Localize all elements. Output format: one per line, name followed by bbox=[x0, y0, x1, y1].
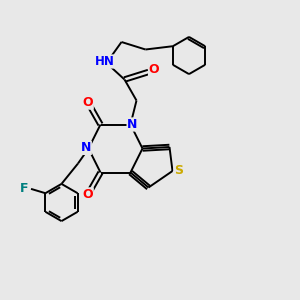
Text: O: O bbox=[148, 63, 159, 76]
Text: S: S bbox=[174, 164, 183, 178]
Text: O: O bbox=[82, 96, 93, 109]
Text: N: N bbox=[81, 141, 91, 154]
Text: N: N bbox=[127, 118, 137, 131]
Text: HN: HN bbox=[95, 55, 115, 68]
Text: O: O bbox=[82, 188, 93, 201]
Text: F: F bbox=[20, 182, 29, 195]
